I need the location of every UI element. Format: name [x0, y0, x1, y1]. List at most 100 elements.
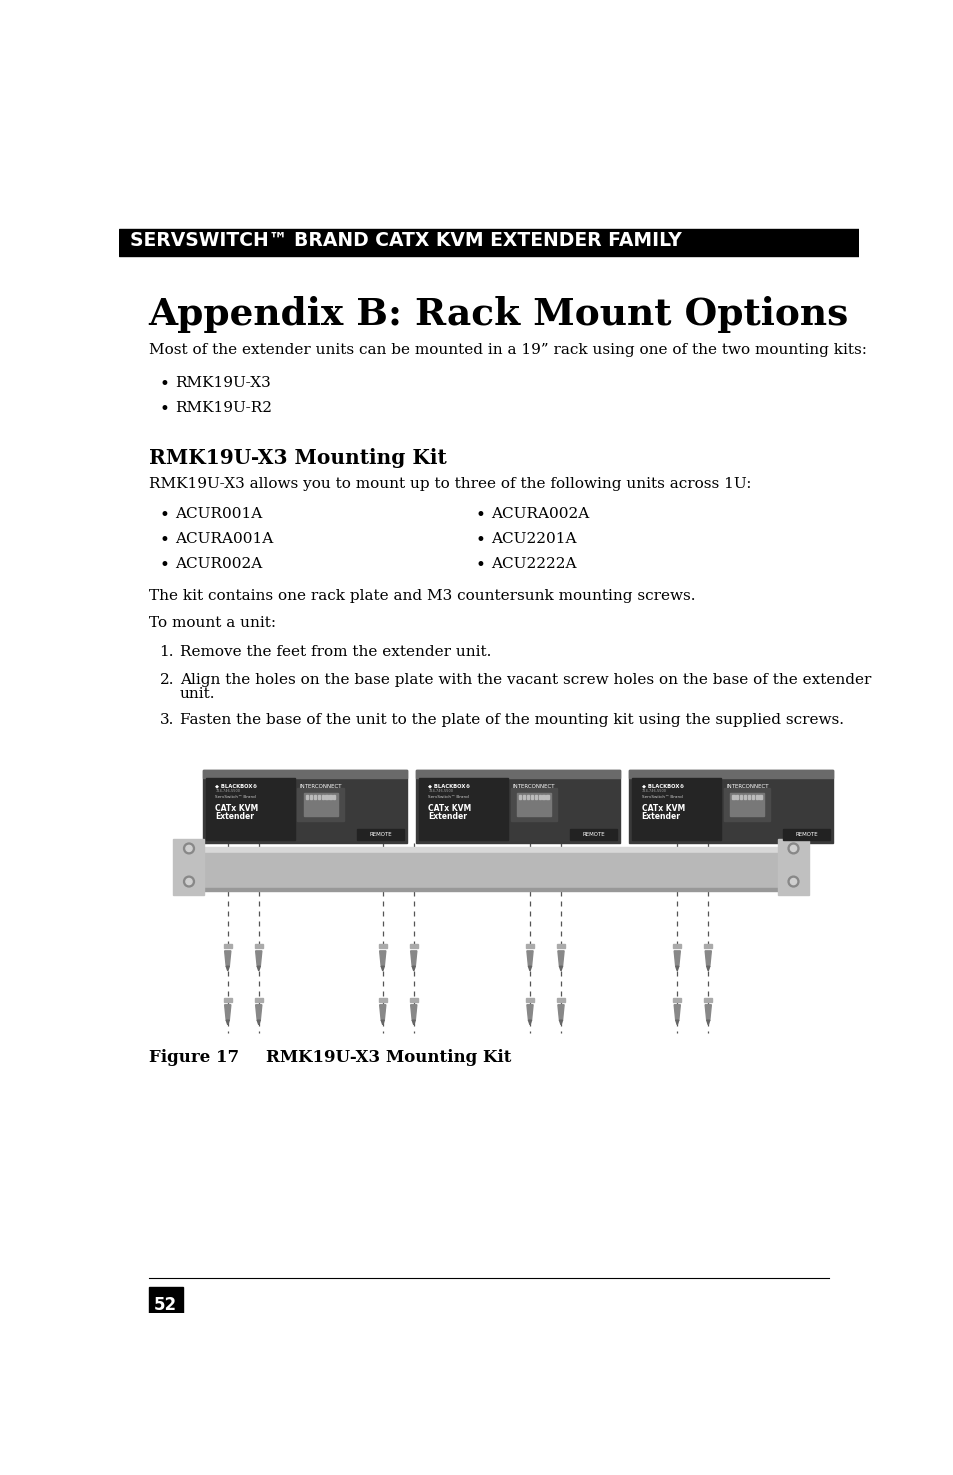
Polygon shape — [255, 951, 261, 966]
Polygon shape — [257, 966, 260, 971]
Text: Align the holes on the base plate with the vacant screw holes on the base of the: Align the holes on the base plate with t… — [179, 673, 870, 687]
Bar — [203, 853, 779, 888]
Bar — [673, 944, 680, 948]
Circle shape — [787, 844, 798, 854]
Bar — [206, 777, 294, 839]
Polygon shape — [226, 966, 229, 971]
Polygon shape — [412, 1021, 415, 1025]
Text: REMOTE: REMOTE — [369, 832, 392, 836]
Bar — [778, 839, 808, 895]
Bar — [410, 997, 417, 1002]
Text: RMK19U-R2: RMK19U-R2 — [174, 401, 272, 414]
Bar — [546, 795, 548, 799]
Text: •: • — [476, 558, 485, 574]
Polygon shape — [379, 1004, 385, 1021]
Circle shape — [183, 844, 194, 854]
Text: •: • — [476, 532, 485, 549]
Bar — [629, 770, 832, 777]
Bar — [732, 795, 734, 799]
Text: CATx KVM: CATx KVM — [215, 804, 258, 813]
Bar — [525, 997, 534, 1002]
Text: Extender: Extender — [428, 813, 467, 822]
Text: ACU2222A: ACU2222A — [491, 558, 577, 571]
Bar — [759, 795, 760, 799]
Polygon shape — [412, 966, 415, 971]
Bar — [254, 997, 262, 1002]
Circle shape — [790, 845, 796, 851]
Bar — [119, 229, 858, 257]
Bar — [518, 795, 521, 799]
Text: •: • — [159, 376, 170, 392]
Circle shape — [790, 879, 796, 885]
Bar — [629, 770, 832, 844]
Bar — [306, 795, 308, 799]
Text: REMOTE: REMOTE — [795, 832, 817, 836]
Text: Extender: Extender — [641, 813, 679, 822]
Text: 3.: 3. — [159, 712, 173, 727]
Bar — [325, 795, 328, 799]
Bar — [378, 944, 386, 948]
Text: INTERCONNECT: INTERCONNECT — [299, 783, 342, 789]
Text: To mount a unit:: To mount a unit: — [149, 617, 275, 630]
Bar — [317, 795, 319, 799]
Polygon shape — [675, 1021, 679, 1025]
Bar — [747, 795, 749, 799]
Bar — [557, 997, 564, 1002]
Bar — [410, 944, 417, 948]
Bar — [534, 795, 537, 799]
Text: INTERCONNECT: INTERCONNECT — [725, 783, 768, 789]
Bar — [224, 997, 232, 1002]
Polygon shape — [558, 966, 562, 971]
Bar — [530, 795, 533, 799]
Text: 1.: 1. — [159, 645, 173, 659]
Text: 724-746-5500: 724-746-5500 — [428, 789, 453, 794]
Text: RMK19U-X3 Mounting Kit: RMK19U-X3 Mounting Kit — [266, 1049, 512, 1065]
Text: ◆ BLACKBOX®: ◆ BLACKBOX® — [215, 783, 257, 789]
Bar — [537, 795, 540, 799]
Text: CATx KVM: CATx KVM — [641, 804, 684, 813]
Polygon shape — [706, 1021, 709, 1025]
Bar — [740, 795, 741, 799]
Polygon shape — [410, 951, 416, 966]
Polygon shape — [381, 966, 384, 971]
Polygon shape — [526, 1004, 533, 1021]
Text: ◆ BLACKBOX®: ◆ BLACKBOX® — [641, 783, 683, 789]
Polygon shape — [706, 966, 709, 971]
Text: Fasten the base of the unit to the plate of the mounting kit using the supplied : Fasten the base of the unit to the plate… — [179, 712, 842, 727]
Text: unit.: unit. — [179, 687, 215, 701]
Polygon shape — [558, 951, 563, 966]
Bar — [378, 997, 386, 1002]
Bar — [418, 777, 508, 839]
Circle shape — [186, 879, 192, 885]
Bar — [673, 997, 680, 1002]
Text: CATx KVM: CATx KVM — [428, 804, 471, 813]
Bar — [632, 777, 720, 839]
Text: •: • — [159, 532, 170, 549]
Polygon shape — [528, 966, 531, 971]
Bar — [314, 795, 315, 799]
Text: RMK19U-X3 allows you to mount up to three of the following units across 1U:: RMK19U-X3 allows you to mount up to thre… — [149, 478, 750, 491]
Circle shape — [186, 845, 192, 851]
Bar — [570, 829, 617, 839]
Polygon shape — [674, 951, 679, 966]
Bar — [203, 847, 779, 853]
Bar — [416, 770, 619, 777]
Text: Remove the feet from the extender unit.: Remove the feet from the extender unit. — [179, 645, 491, 659]
Bar — [525, 944, 534, 948]
Text: Appendix B: Rack Mount Options: Appendix B: Rack Mount Options — [149, 296, 848, 333]
Bar — [416, 770, 619, 844]
Text: •: • — [159, 558, 170, 574]
Bar — [517, 794, 550, 816]
Polygon shape — [224, 951, 231, 966]
Bar — [723, 788, 769, 820]
Text: Most of the extender units can be mounted in a 19” rack using one of the two mou: Most of the extender units can be mounte… — [149, 342, 865, 357]
Text: 724-746-5500: 724-746-5500 — [641, 789, 666, 794]
Text: Extender: Extender — [215, 813, 254, 822]
Bar — [542, 795, 544, 799]
Text: SERVSWITCH™ BRAND CATX KVM EXTENDER FAMILY: SERVSWITCH™ BRAND CATX KVM EXTENDER FAMI… — [130, 232, 681, 249]
Polygon shape — [704, 951, 711, 966]
Text: Figure 17: Figure 17 — [149, 1049, 238, 1065]
Bar — [203, 770, 406, 844]
Bar — [557, 944, 564, 948]
Text: ACU2201A: ACU2201A — [491, 532, 577, 546]
